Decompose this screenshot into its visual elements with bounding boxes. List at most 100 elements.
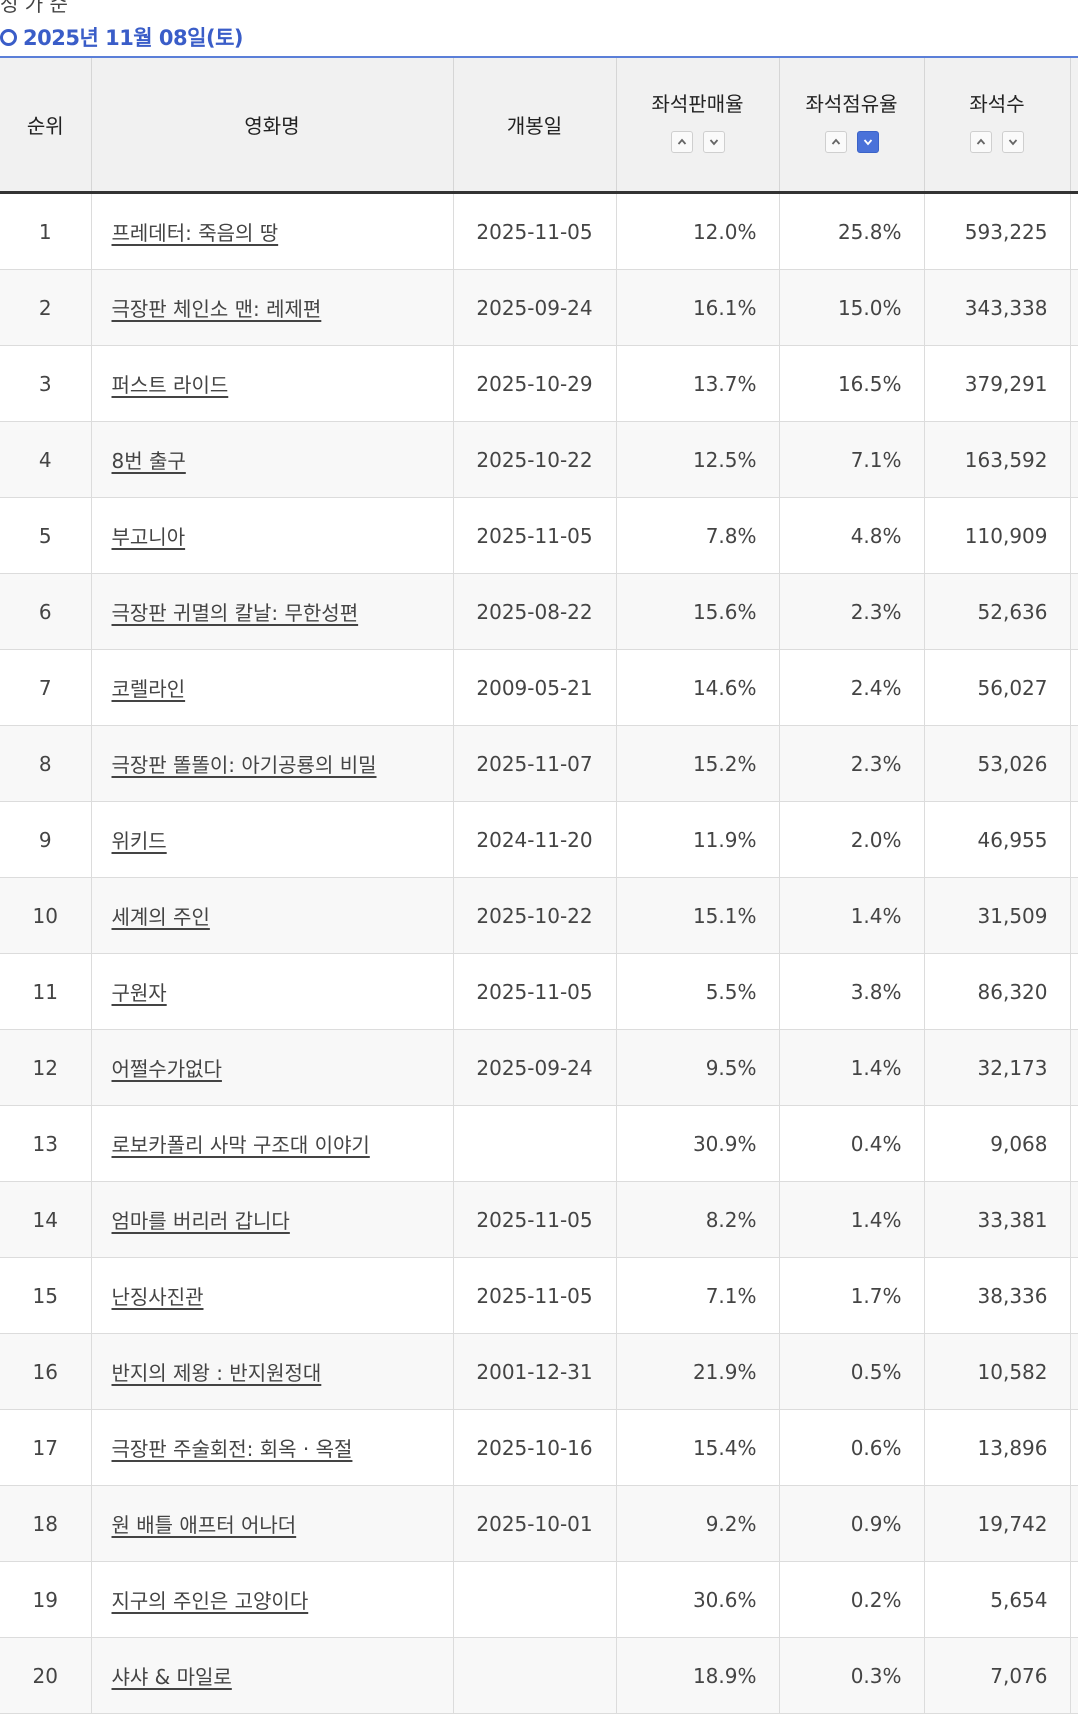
occupancy-cell: 0.2% xyxy=(779,1561,925,1638)
top-partial-text: 성 가 순 xyxy=(0,0,68,16)
occupancy-cell: 2.3% xyxy=(779,725,925,802)
header-overflow xyxy=(1070,58,1078,194)
sales-rate-cell: 15.2% xyxy=(616,725,780,802)
occupancy-cell: 7.1% xyxy=(779,421,925,498)
rank-cell: 8 xyxy=(0,725,92,802)
movie-title-link[interactable]: 극장판 체인소 맨: 레제편 xyxy=(111,297,322,321)
table-row: 13 로보카폴리 사막 구조대 이야기 30.9% 0.4% 9,068 xyxy=(0,1105,1078,1182)
occupancy-cell: 1.4% xyxy=(779,1029,925,1106)
movie-title-link[interactable]: 8번 출구 xyxy=(111,449,186,473)
movie-title-link[interactable]: 극장판 주술회전: 회옥 · 옥절 xyxy=(111,1437,353,1461)
table-row: 2 극장판 체인소 맨: 레제편 2025-09-24 16.1% 15.0% 343,3… xyxy=(0,269,1078,346)
movie-title-link[interactable]: 프레데터: 죽음의 땅 xyxy=(111,221,279,245)
header-seats-label: 좌석수 xyxy=(969,92,1025,116)
movie-title-link[interactable]: 엄마를 버리러 갑니다 xyxy=(111,1209,290,1233)
table-row: 19 지구의 주인은 고양이다 30.6% 0.2% 5,654 xyxy=(0,1561,1078,1638)
occupancy-cell: 1.7% xyxy=(779,1257,925,1334)
header-sales-rate-label: 좌석판매율 xyxy=(651,92,744,116)
chevron-up-icon xyxy=(831,138,840,145)
table-row: 12 어쩔수가없다 2025-09-24 9.5% 1.4% 32,173 xyxy=(0,1029,1078,1106)
chevron-down-icon xyxy=(1008,139,1018,146)
title-cell: 위키드 xyxy=(91,801,454,878)
movie-title-link[interactable]: 위키드 xyxy=(111,829,167,853)
seats-sort-asc-button[interactable] xyxy=(970,131,992,153)
movie-title-link[interactable]: 극장판 똘똘이: 아기공룡의 비밀 xyxy=(111,753,377,777)
title-cell: 로보카폴리 사막 구조대 이야기 xyxy=(91,1105,454,1182)
seats-cell: 46,955 xyxy=(924,801,1071,878)
occupancy-sort-desc-button[interactable] xyxy=(856,131,879,153)
movie-title-link[interactable]: 부고니아 xyxy=(111,525,186,549)
overflow-cell xyxy=(1070,269,1078,346)
date-heading-label: 2025년 11월 08일(토) xyxy=(23,26,244,50)
table-row: 20 샤샤 & 마일로 18.9% 0.3% 7,076 xyxy=(0,1637,1078,1714)
movie-title-link[interactable]: 퍼스트 라이드 xyxy=(111,373,229,397)
table-row: 14 엄마를 버리러 갑니다 2025-11-05 8.2% 1.4% 33,381 xyxy=(0,1181,1078,1258)
occupancy-cell: 2.0% xyxy=(779,801,925,878)
sales-rate-cell: 12.5% xyxy=(616,421,780,498)
overflow-cell xyxy=(1070,1181,1078,1258)
table-row: 6 극장판 귀멸의 칼날: 무한성편 2025-08-22 15.6% 2.3% 52,6… xyxy=(0,573,1078,650)
seats-cell: 379,291 xyxy=(924,345,1071,422)
overflow-cell xyxy=(1070,192,1078,270)
overflow-cell xyxy=(1070,1637,1078,1714)
seats-cell: 9,068 xyxy=(924,1105,1071,1182)
circle-icon xyxy=(0,28,17,46)
sales-rate-cell: 8.2% xyxy=(616,1181,780,1258)
rank-cell: 11 xyxy=(0,953,92,1030)
title-cell: 극장판 주술회전: 회옥 · 옥절 xyxy=(91,1409,454,1486)
release-cell: 2025-10-22 xyxy=(453,877,617,954)
sales-rate-cell: 7.1% xyxy=(616,1257,780,1334)
overflow-cell xyxy=(1070,877,1078,954)
movie-title-link[interactable]: 로보카폴리 사막 구조대 이야기 xyxy=(111,1133,370,1157)
occupancy-sort xyxy=(824,131,879,153)
movie-title-link[interactable]: 난징사진관 xyxy=(111,1285,204,1309)
seats-sort-desc-button[interactable] xyxy=(1002,131,1024,153)
overflow-cell xyxy=(1070,1029,1078,1106)
seats-cell: 31,509 xyxy=(924,877,1071,954)
chevron-up-icon xyxy=(677,138,686,145)
occupancy-cell: 3.8% xyxy=(779,953,925,1030)
release-cell: 2025-09-24 xyxy=(453,1029,617,1106)
table-body: 1 프레데터: 죽음의 땅 2025-11-05 12.0% 25.8% 593,225 2… xyxy=(0,192,1078,1714)
table-row: 4 8번 출구 2025-10-22 12.5% 7.1% 163,592 xyxy=(0,421,1078,498)
release-cell xyxy=(453,1637,617,1714)
seats-cell: 110,909 xyxy=(924,497,1071,574)
title-cell: 구원자 xyxy=(91,953,454,1030)
title-cell: 극장판 체인소 맨: 레제편 xyxy=(91,269,454,346)
release-cell: 2025-11-05 xyxy=(453,1257,617,1334)
movie-title-link[interactable]: 코렐라인 xyxy=(111,677,186,701)
occupancy-cell: 2.3% xyxy=(779,573,925,650)
movie-title-link[interactable]: 지구의 주인은 고양이다 xyxy=(111,1589,309,1613)
movie-title-link[interactable]: 반지의 제왕 : 반지원정대 xyxy=(111,1361,322,1385)
sales-rate-cell: 30.9% xyxy=(616,1105,780,1182)
release-cell: 2025-11-05 xyxy=(453,953,617,1030)
movie-title-link[interactable]: 세계의 주인 xyxy=(111,905,210,929)
rank-cell: 16 xyxy=(0,1333,92,1410)
header-occupancy-label: 좌석점유율 xyxy=(805,92,898,116)
movie-title-link[interactable]: 극장판 귀멸의 칼날: 무한성편 xyxy=(111,601,359,625)
table-row: 15 난징사진관 2025-11-05 7.1% 1.7% 38,336 xyxy=(0,1257,1078,1334)
overflow-cell xyxy=(1070,649,1078,726)
title-cell: 원 배틀 애프터 어나더 xyxy=(91,1485,454,1562)
seats-cell: 38,336 xyxy=(924,1257,1071,1334)
movie-title-link[interactable]: 원 배틀 애프터 어나더 xyxy=(111,1513,297,1537)
movie-title-link[interactable]: 어쩔수가없다 xyxy=(111,1057,222,1081)
movie-title-link[interactable]: 샤샤 & 마일로 xyxy=(111,1665,232,1689)
sales-rate-cell: 5.5% xyxy=(616,953,780,1030)
release-cell: 2025-09-24 xyxy=(453,269,617,346)
overflow-cell xyxy=(1070,801,1078,878)
sales-rate-sort-desc-button[interactable] xyxy=(702,131,725,153)
occupancy-cell: 15.0% xyxy=(779,269,925,346)
movie-title-link[interactable]: 구원자 xyxy=(111,981,167,1005)
release-cell: 2025-11-05 xyxy=(453,497,617,574)
title-cell: 프레데터: 죽음의 땅 xyxy=(91,192,454,270)
overflow-cell xyxy=(1070,1485,1078,1562)
overflow-cell xyxy=(1070,1409,1078,1486)
rank-cell: 15 xyxy=(0,1257,92,1334)
seats-cell: 56,027 xyxy=(924,649,1071,726)
sales-rate-sort-asc-button[interactable] xyxy=(670,131,693,153)
rank-cell: 12 xyxy=(0,1029,92,1106)
seats-cell: 86,320 xyxy=(924,953,1071,1030)
occupancy-sort-asc-button[interactable] xyxy=(824,131,847,153)
rank-cell: 7 xyxy=(0,649,92,726)
